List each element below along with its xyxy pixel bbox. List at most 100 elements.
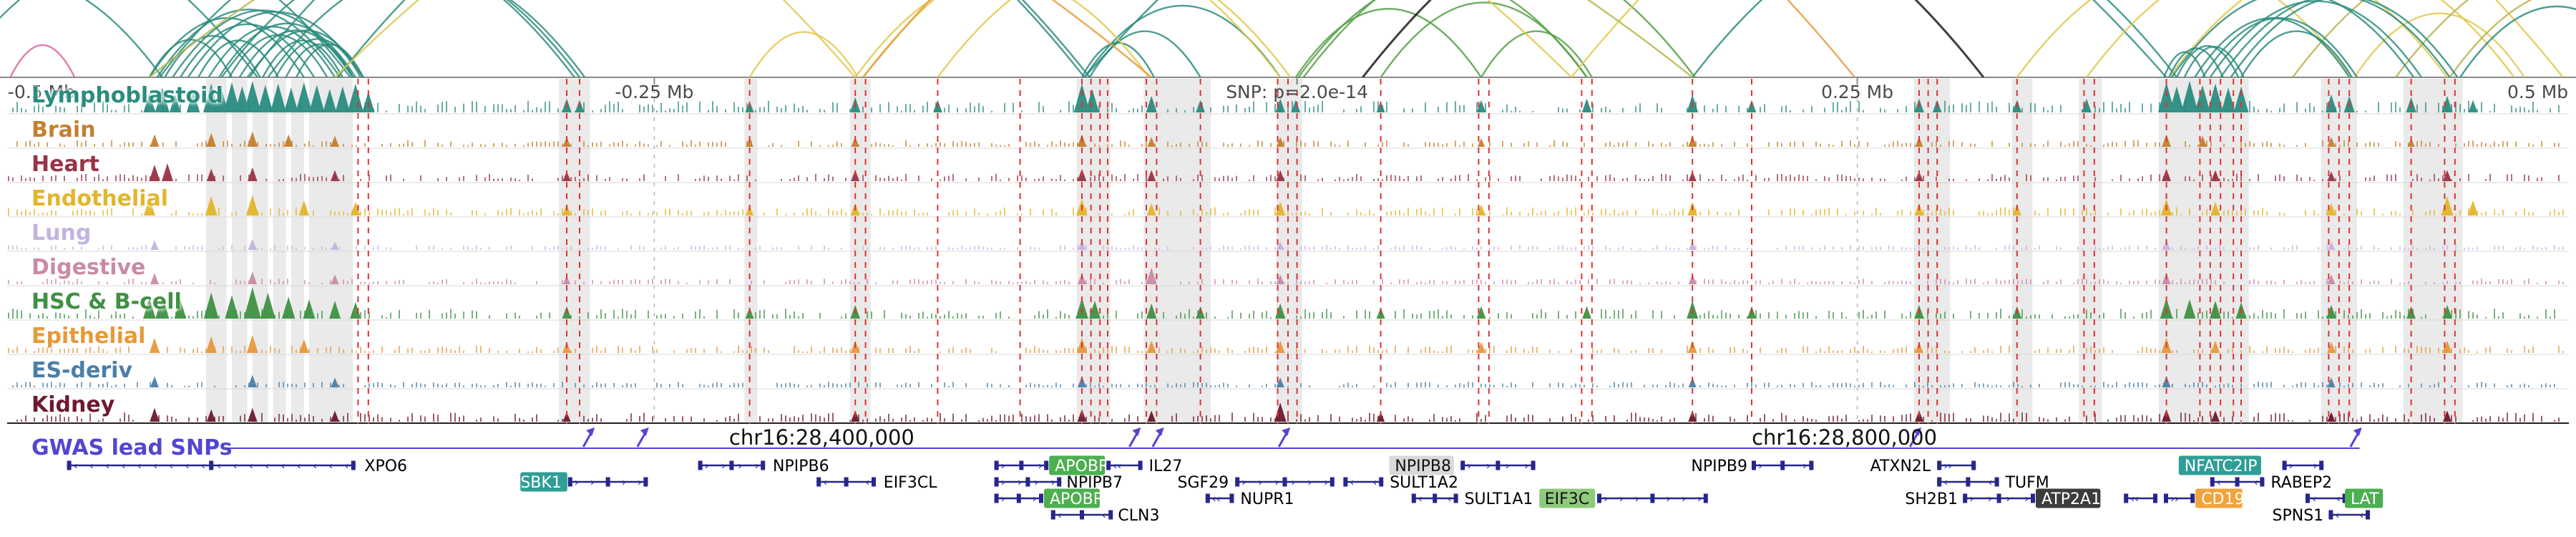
gene: ›› ATXN2L	[1870, 458, 1976, 475]
track-label-lung: Lung	[31, 221, 92, 246]
ruler-label-minus-0-25mb: -0.25 Mb	[615, 82, 694, 102]
gene: ›››› NPIPB6	[698, 458, 829, 475]
gene-exon	[605, 477, 610, 487]
interaction-arc	[748, 31, 859, 77]
interaction-arc	[2230, 0, 2459, 77]
gene: ‹‹ ATP2A1	[2036, 488, 2157, 508]
track-signal-noise	[12, 382, 2555, 387]
ruler-label-0-25mb: 0.25 Mb	[1821, 82, 1894, 102]
gene-exon	[1971, 460, 1976, 470]
gene-exon	[2124, 493, 2129, 503]
gene-strand-arrows: ‹‹	[1212, 493, 1221, 505]
track-signal-noise	[8, 245, 2564, 250]
interaction-arc	[2170, 0, 2415, 77]
track-signal-peaks	[150, 267, 2336, 284]
gene-label: APOBR	[1055, 458, 1109, 475]
gene-exon	[729, 460, 734, 470]
gene-exon	[209, 460, 214, 470]
gene-label: SULT1A1	[1465, 490, 1533, 508]
gene-exon	[1963, 493, 1968, 503]
track-label-lymphoblastoid: Lymphoblastoid	[31, 83, 223, 108]
gene-exon	[1016, 493, 1021, 503]
gene-exon	[1453, 493, 1458, 503]
gene-label-highlight	[1044, 488, 1100, 508]
track-label-endothelial: Endothelial	[31, 186, 169, 211]
gene: ‹‹‹ EIF3CL	[816, 474, 937, 492]
interaction-arc	[2220, 0, 2451, 77]
gene-exon	[1460, 460, 1465, 470]
gene-exon	[698, 460, 703, 470]
gwas-lead-snps-label: GWAS lead SNPs	[31, 435, 233, 460]
gene-label: SBK1	[520, 474, 561, 492]
gene-strand-arrows: ‹‹	[2130, 493, 2139, 505]
gene-exon	[1106, 460, 1111, 470]
gwas-snp-arrowhead	[1155, 427, 1164, 436]
track-label-kidney: Kidney	[31, 392, 115, 417]
gene-strand-arrows: ››	[1943, 460, 1952, 473]
interaction-arc	[159, 0, 575, 77]
interaction-arc	[220, 0, 580, 77]
gene-exon	[994, 460, 999, 470]
gene-exon	[994, 477, 999, 487]
interaction-arc	[1083, 0, 2167, 77]
track-signal-noise	[8, 279, 2564, 284]
gene-label-highlight	[1389, 455, 1454, 475]
gene: ‹‹SPNS1	[2273, 507, 2370, 525]
gene-exon	[2153, 493, 2157, 503]
interaction-arc	[164, 35, 261, 77]
interaction-arc	[285, 43, 354, 77]
gene-exon	[844, 477, 849, 487]
gene-exon	[1809, 460, 1814, 470]
interaction-arc	[937, 0, 1292, 77]
gene-label-highlight	[520, 472, 567, 492]
gene-label: SH2B1	[1905, 490, 1958, 508]
gene-exon	[1496, 460, 1501, 470]
gene-exon	[1205, 493, 1210, 503]
gene-exon	[2235, 477, 2240, 487]
gene-exon	[2164, 493, 2168, 503]
interaction-arc	[84, 0, 163, 77]
gene-exon	[816, 477, 821, 487]
track-signal-noise	[8, 309, 2555, 319]
gene: ›››››››EIF3C	[1539, 488, 1708, 508]
track-label-es-deriv: ES-deriv	[31, 358, 133, 383]
gene-exon	[1937, 477, 1942, 487]
gene-exon	[2342, 493, 2347, 503]
gene: ››› APOBR	[994, 455, 1109, 475]
track-label-epithelial: Epithelial	[31, 324, 146, 349]
track-signal-noise	[16, 140, 2560, 147]
interaction-arc	[854, 0, 1150, 77]
gene-exon	[2031, 493, 2035, 503]
gene-exon	[2190, 493, 2195, 503]
gene: ››››NPIPB8	[1389, 455, 1536, 475]
interaction-arc	[2168, 0, 2515, 77]
track-signal-peaks	[150, 374, 2336, 387]
gene-label: APOBR	[1050, 490, 1104, 508]
gwas-snp-arrowhead	[1282, 427, 1291, 436]
gene-exon	[643, 477, 648, 487]
track-signal-peaks	[143, 195, 2479, 216]
gene: ‹‹ NUPR1	[1205, 490, 1294, 508]
gene-exon	[1966, 477, 1971, 487]
gene-exon	[2260, 477, 2265, 487]
interaction-arc	[1294, 8, 1482, 77]
gene-strand-arrows: ››	[2170, 493, 2179, 505]
track-label-brain: Brain	[31, 117, 96, 142]
interaction-arc	[1297, 0, 1588, 77]
gene-strand-arrows: ›››››	[575, 476, 642, 489]
gwas-snp-arrowhead	[1132, 427, 1141, 436]
gene-exon	[872, 477, 876, 487]
gene-exon	[994, 493, 999, 503]
interaction-arc	[2016, 0, 2353, 77]
gene-label: EIF3C	[1545, 490, 1589, 508]
gene-exon	[2282, 460, 2287, 470]
snp-pvalue-label: SNP: p=2.0e-14	[1226, 82, 1368, 102]
interaction-arc	[1362, 0, 1985, 77]
interaction-arc	[2292, 0, 2366, 77]
gene-exon	[1025, 477, 1030, 487]
gene-exon	[67, 460, 72, 470]
interaction-arc	[246, 0, 1085, 77]
gene-exon	[1531, 460, 1536, 470]
gene-label-highlight	[2178, 455, 2261, 475]
